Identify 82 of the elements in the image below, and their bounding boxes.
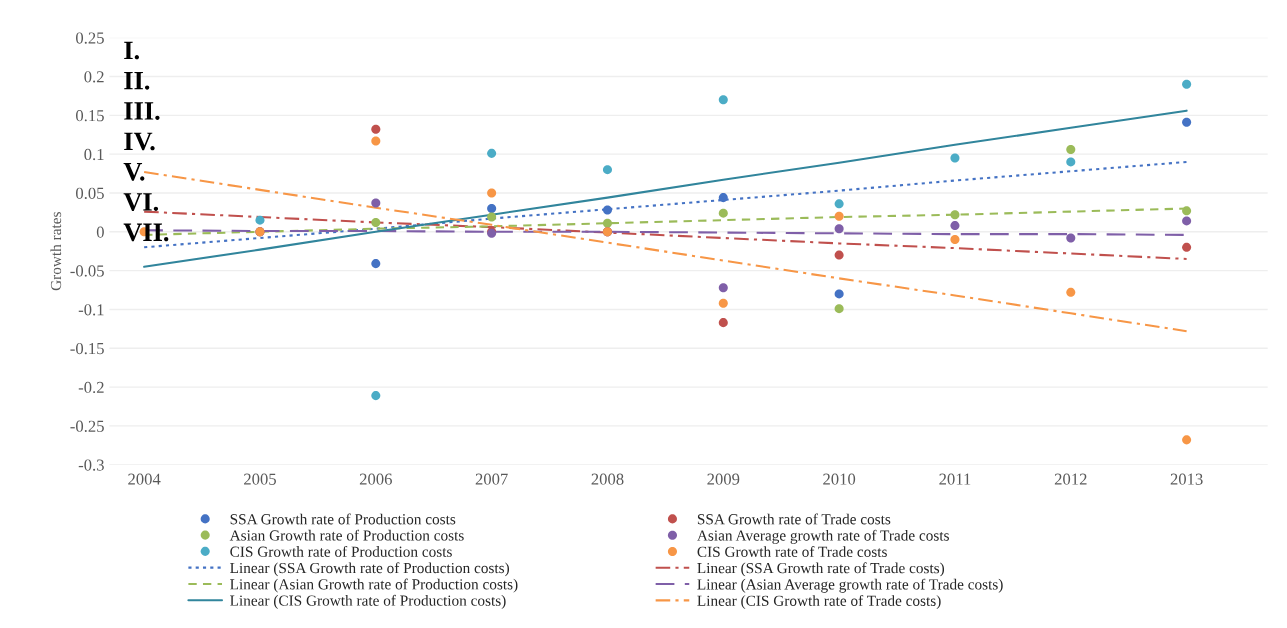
annotation: VI. [123,193,159,211]
point [487,212,497,222]
x-tick-label: 2006 [359,473,392,485]
legend-label: Linear (Asian Average growth rate of Trade costs) [697,578,1003,593]
point [834,304,844,314]
point [718,193,728,203]
point [718,283,728,293]
point [1182,242,1192,252]
legend-label: Asian Average growth rate of Trade costs [697,529,949,544]
point [1066,287,1076,297]
annotation: VII. [123,223,169,242]
legend-label: CIS Growth rate of Trade costs [697,546,887,557]
legend-label: Linear (Asian Growth rate of Production costs) [230,578,518,593]
point [255,215,265,225]
point [487,188,497,198]
point [602,165,612,175]
point [834,211,844,221]
point [834,289,844,299]
point [950,153,960,163]
legend-label: Linear (CIS Growth rate of Trade costs) [697,595,941,610]
x-tick-label: 2010 [823,473,856,485]
y-tick-label: -0.1 [78,304,104,316]
y-tick-label: 0.25 [76,32,104,44]
x-tick-label: 2007 [475,473,508,485]
legend-label: Linear (SSA Growth rate of Production costs) [230,562,510,577]
annotation: V. [123,162,145,181]
x-tick-label: 2005 [244,473,276,485]
y-tick-label: -0.25 [70,420,104,432]
point [718,208,728,218]
legend-label: Asian Growth rate of Production costs [229,529,464,541]
y-tick-label: 0 [96,226,104,238]
point [1182,79,1192,89]
point [602,205,612,215]
legend-label: CIS Growth rate of Production costs [230,545,452,557]
y-tick-label: 0.15 [76,110,104,122]
point [1182,117,1192,127]
point [834,224,844,234]
point [371,198,381,208]
y-tick-label: -0.15 [70,342,104,355]
point [371,259,381,269]
point [1066,233,1076,243]
y-tick-label: 0.05 [76,187,104,199]
y-tick-label: 0.2 [84,71,104,83]
point [371,217,381,227]
annotation: II. [124,72,150,90]
point [1066,157,1076,167]
x-tick-label: 2012 [1054,473,1087,485]
x-tick-label: 2009 [707,473,740,485]
y-tick-label: 0.1 [84,148,104,161]
point [1182,206,1192,216]
legend-label: SSA Growth rate of Trade costs [697,513,891,525]
point [950,210,960,220]
legend-label: Linear (CIS Growth rate of Production costs) [230,594,506,609]
x-tick-label: 2011 [939,473,971,485]
x-tick-label: 2013 [1170,473,1203,485]
point [718,95,728,105]
point [487,203,497,214]
x-tick-label: 2004 [128,473,161,485]
point [718,318,728,328]
y-tick-label: -0.3 [78,459,104,471]
annotation: III. [124,102,160,120]
x-tick-label: 2008 [591,473,624,485]
point [1182,435,1192,445]
point [950,221,960,231]
legend-label: SSA Growth rate of Production costs [230,513,456,525]
point [1066,144,1076,154]
point [371,136,381,146]
legend-label: Linear (SSA Growth rate of Trade costs) [697,562,945,577]
annotation: IV. [124,132,155,151]
annotation: I. [124,41,139,60]
point [371,124,381,134]
point [834,199,844,209]
point [1182,216,1192,226]
point [834,250,844,260]
point [718,298,728,308]
y-axis-title: Growth rates [50,212,62,291]
point [487,148,497,158]
y-tick-label: -0.2 [78,381,104,394]
point [950,235,960,245]
point [602,218,612,228]
point [371,391,381,401]
y-tick-label: -0.05 [70,265,104,277]
